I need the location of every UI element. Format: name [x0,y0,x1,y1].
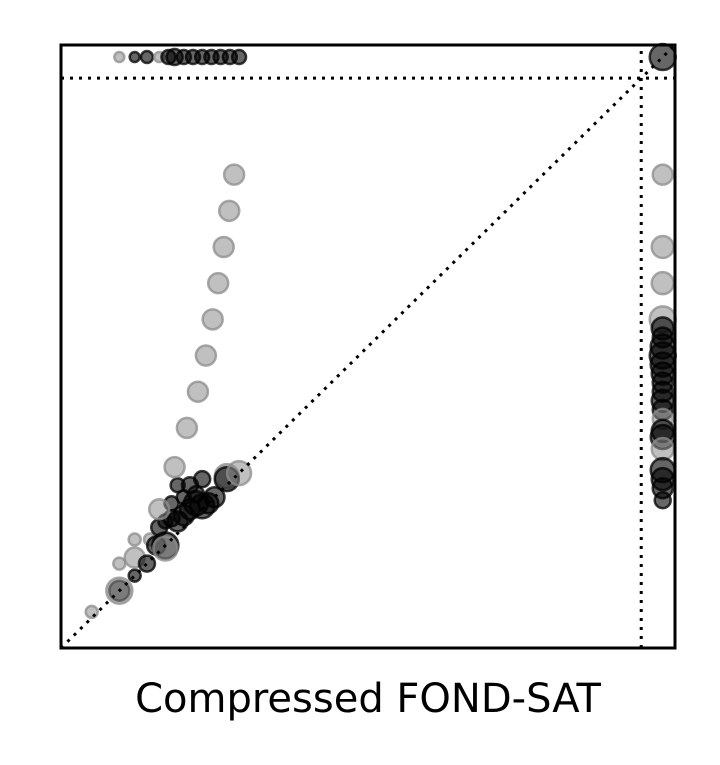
data-point [127,532,142,547]
data-point [192,469,212,489]
reference-lines [59,43,677,650]
data-point [201,308,224,331]
data-point [163,455,186,479]
data-point [147,498,171,521]
data-point [650,234,675,260]
data-point [230,48,248,66]
data-point [217,199,241,223]
data-point [651,163,674,186]
x-axis-label: Compressed FOND-SAT [135,676,601,722]
plot-frame [59,43,677,650]
data-point [206,271,230,295]
data-point [112,556,127,571]
data-point [194,344,218,367]
data-point [225,459,253,487]
data-point [650,270,675,296]
data-point [212,235,235,259]
data-point [650,436,675,462]
data-point [113,50,126,64]
data-point [139,49,155,65]
data-point [653,491,672,510]
data-point [84,604,99,620]
data-point [128,50,141,64]
data-point [222,163,246,186]
data-point [186,380,210,403]
data-point [152,535,179,562]
points-layer [84,42,677,620]
data-point [175,416,199,440]
